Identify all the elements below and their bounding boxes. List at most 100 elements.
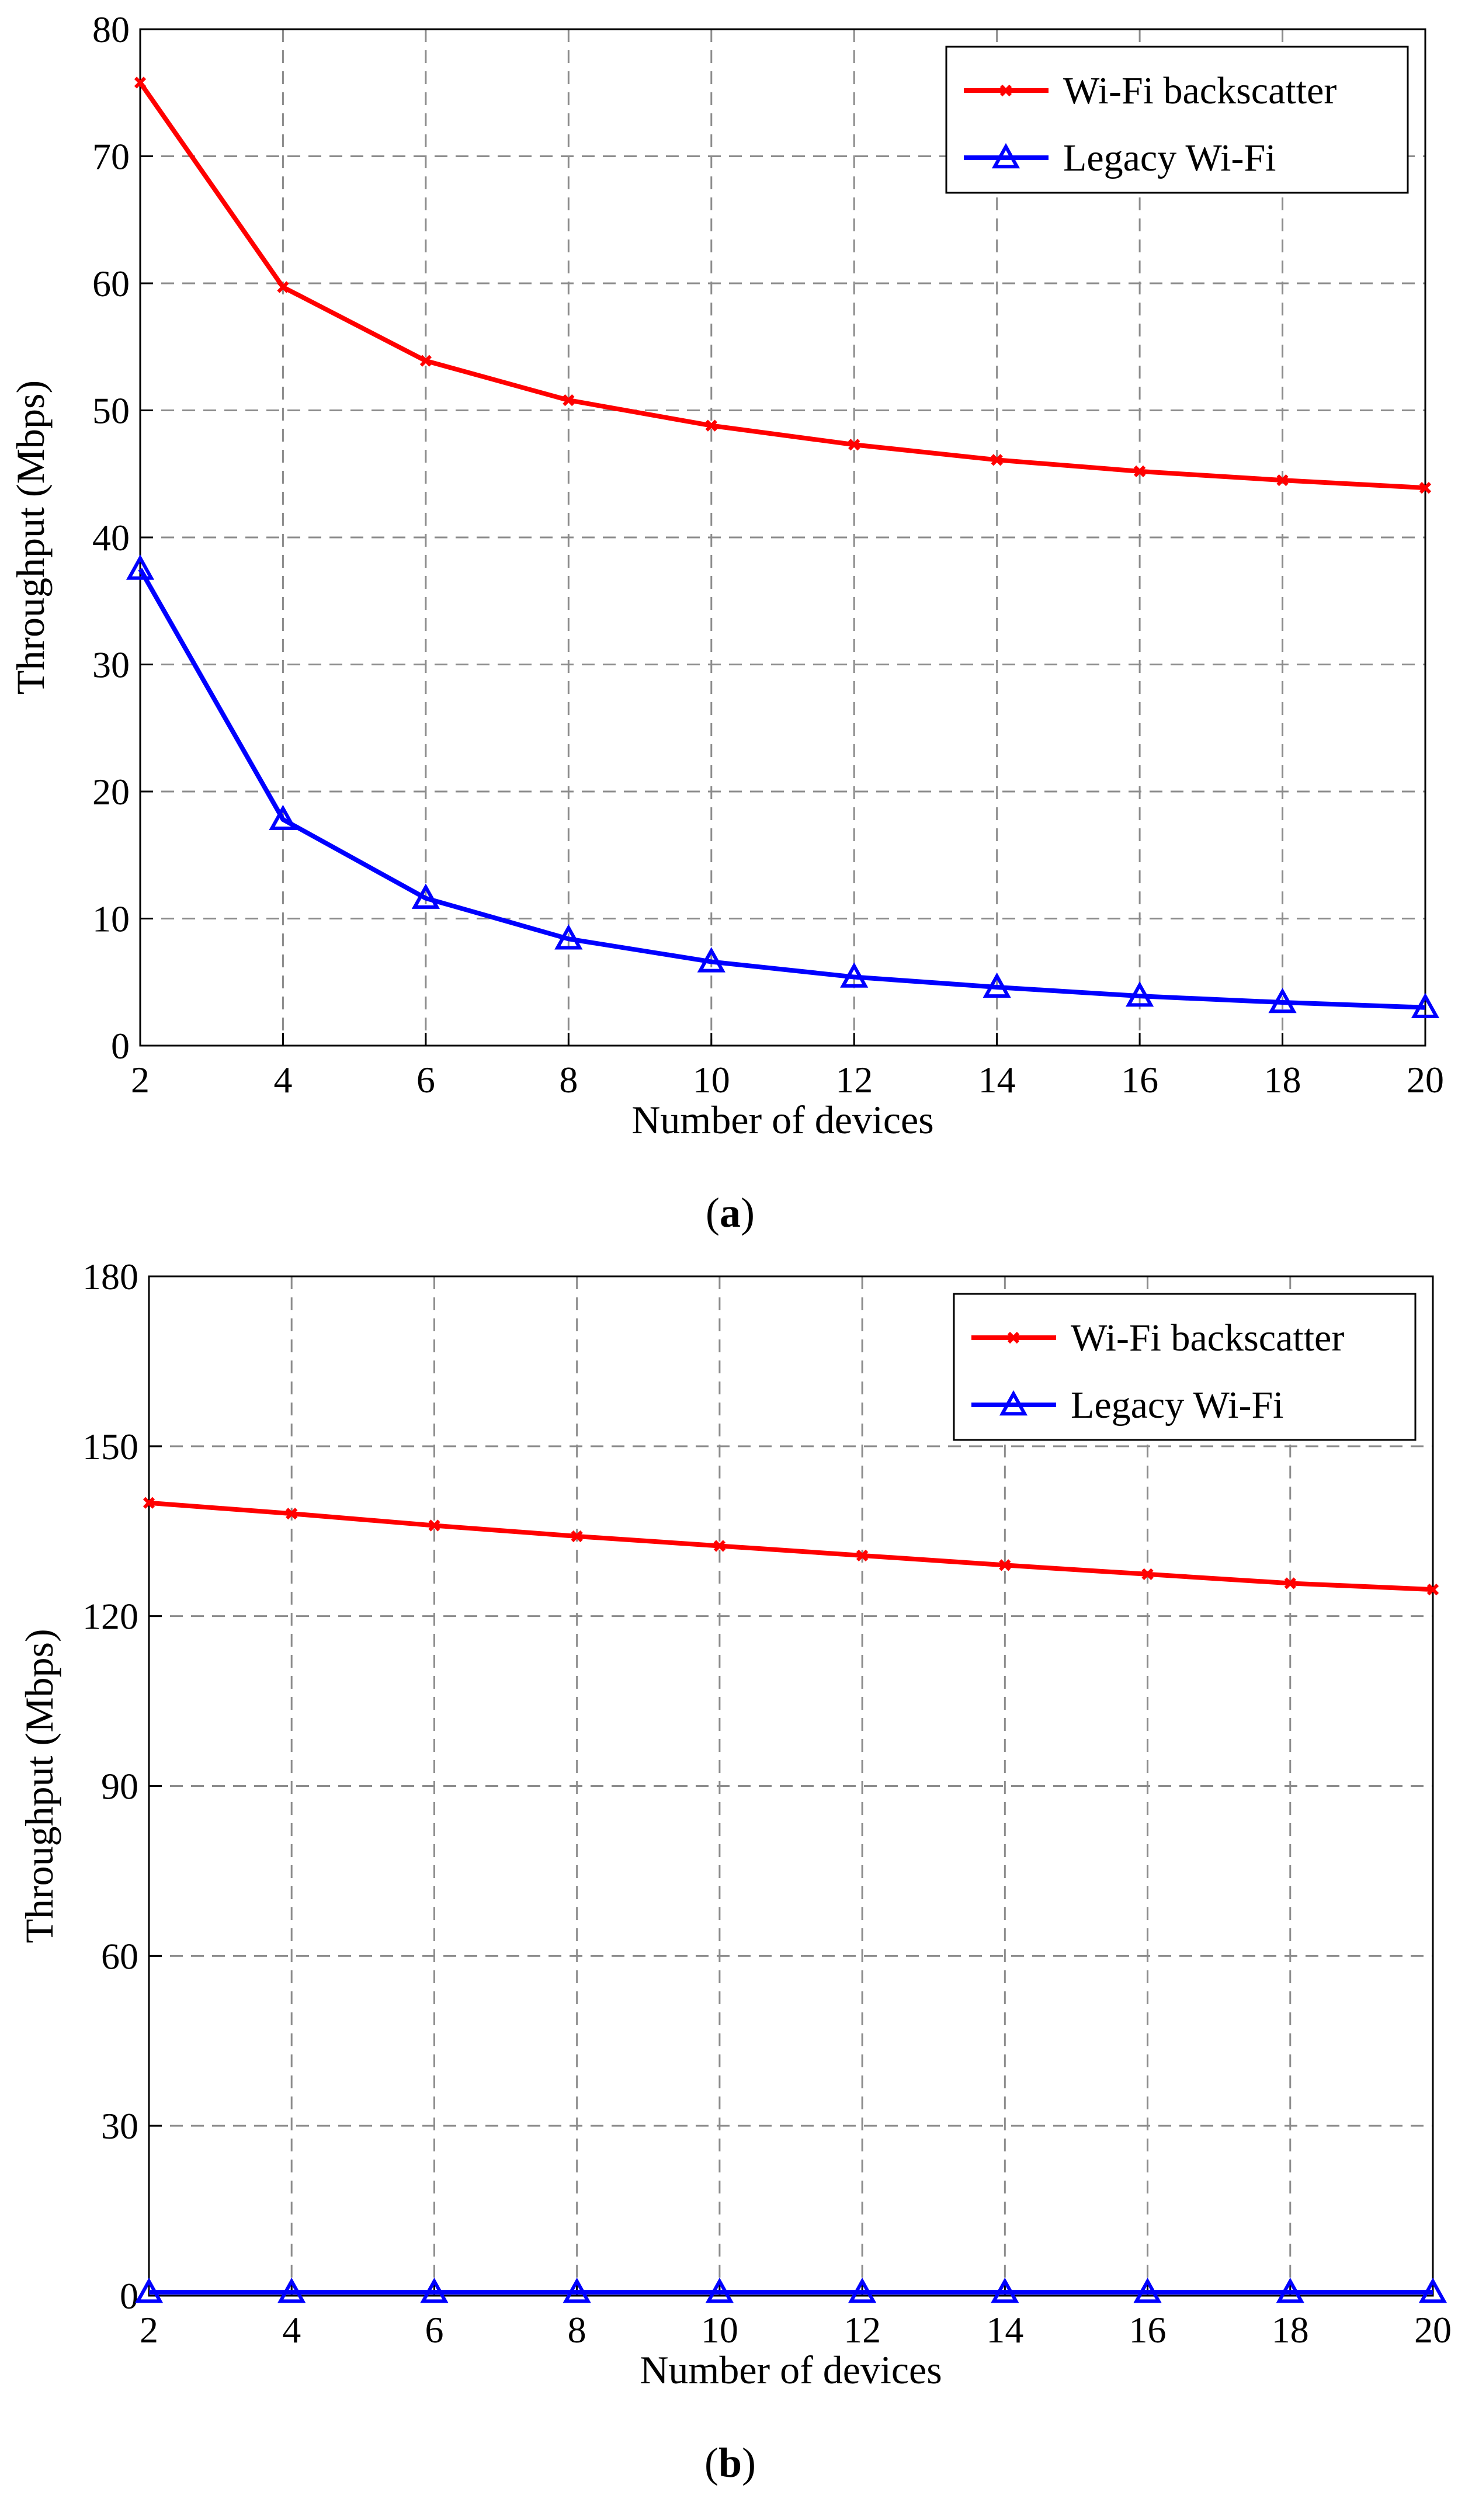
grid [149, 1276, 1433, 2296]
data-point [277, 2278, 306, 2303]
data-point [991, 454, 1003, 466]
y-tick-label: 90 [101, 1766, 138, 1807]
data-point [411, 883, 440, 909]
legend-box [945, 46, 1409, 194]
y-tick-label: 60 [101, 1935, 138, 1977]
data-point [705, 2278, 734, 2303]
x-tick-label: 12 [843, 2309, 881, 2351]
panel-b: 2 4 6 8 10 12 14 16 18 20 0 30 60 90 120 150 180 Number o… [17, 1256, 1452, 2486]
data-point [705, 419, 717, 432]
panel-caption: (b) [704, 2439, 756, 2486]
legend-box [953, 1293, 1417, 1441]
data-point [143, 1497, 155, 1509]
series-legacy-wifi [134, 2278, 1447, 2303]
caption-paren: ) [742, 2439, 756, 2486]
series-wifi-backscatter [143, 1497, 1439, 1596]
data-point [848, 439, 860, 451]
legend-marker [991, 143, 1020, 169]
y-tick-label: 180 [82, 1256, 138, 1297]
x-tick-label: 20 [1407, 1059, 1444, 1101]
x-tick-label: 2 [140, 2309, 158, 2351]
series-line [148, 1500, 1433, 1592]
x-tick-label: 18 [1264, 1059, 1301, 1101]
data-point [563, 394, 575, 407]
data-point [1411, 992, 1440, 1018]
series-wifi-backscatter [134, 77, 1432, 494]
legend-marker [999, 84, 1012, 97]
y-tick-label: 120 [82, 1596, 138, 1637]
caption-letter: a [720, 1189, 741, 1236]
data-point [1268, 987, 1297, 1013]
panel-a: 2 4 6 8 10 12 14 16 18 20 0 10 20 30 40 50 60 70 80 Number … [8, 9, 1444, 1236]
x-tick-label: 2 [131, 1059, 150, 1101]
y-tick-label: 30 [101, 2105, 138, 2147]
x-tick-label: 4 [282, 2309, 301, 2351]
x-tick-label: 14 [978, 1059, 1016, 1101]
y-tick-label: 40 [92, 517, 130, 558]
x-tick-label: 4 [273, 1059, 292, 1101]
data-point [713, 1540, 726, 1552]
data-point [1426, 1583, 1439, 1596]
data-point [419, 355, 432, 367]
legend: Wi-Fi backscatter Legacy Wi-Fi [945, 46, 1409, 194]
data-point [1276, 2278, 1304, 2303]
x-tick-label: 10 [693, 1059, 730, 1101]
data-point [1418, 2278, 1447, 2303]
data-point [134, 77, 147, 89]
data-point [269, 804, 297, 831]
data-point [126, 554, 155, 580]
data-point [856, 1549, 869, 1562]
x-tick-label: 18 [1272, 2309, 1309, 2351]
y-tick-label: 0 [111, 1025, 130, 1067]
data-point [286, 1508, 298, 1520]
caption-letter: b [718, 2439, 742, 2486]
data-point [697, 947, 725, 973]
legend-marker [999, 1390, 1028, 1416]
data-point [571, 1530, 583, 1543]
y-axis-label: Throughput (Mbps) [8, 380, 53, 695]
y-tick-label: 70 [92, 136, 130, 178]
data-point [1284, 1577, 1296, 1589]
y-tick-label: 50 [92, 390, 130, 432]
y-tick-label: 60 [92, 263, 130, 304]
data-point [1419, 482, 1432, 494]
y-tick-label: 150 [82, 1426, 138, 1467]
x-tick-label: 10 [701, 2309, 738, 2351]
caption-paren: ) [741, 1189, 755, 1236]
grid [140, 29, 1425, 1046]
data-point [554, 924, 583, 950]
data-point [999, 1559, 1011, 1571]
caption-paren: ( [704, 2439, 718, 2486]
data-point [1133, 2278, 1162, 2303]
data-point [983, 972, 1011, 998]
legend-marker [1007, 1331, 1020, 1344]
x-tick-label: 20 [1414, 2309, 1452, 2351]
x-tick-label: 6 [425, 2309, 443, 2351]
data-point [428, 1519, 440, 1532]
data-point [840, 962, 869, 988]
caption-paren: ( [706, 1189, 720, 1236]
data-point [1141, 1568, 1154, 1581]
y-tick-label: 30 [92, 644, 130, 686]
series-legacy-wifi [126, 554, 1440, 1018]
series-line [138, 568, 1426, 1010]
x-tick-label: 8 [568, 2309, 586, 2351]
y-tick-label: 20 [92, 771, 130, 813]
data-point [1276, 474, 1289, 487]
data-point [563, 2278, 591, 2303]
data-point [277, 281, 289, 293]
data-point [848, 2278, 877, 2303]
data-point [1133, 465, 1146, 478]
panel-caption: (a) [706, 1189, 755, 1236]
x-tick-label: 16 [1121, 1059, 1158, 1101]
x-tick-label: 6 [416, 1059, 435, 1101]
data-point [420, 2278, 449, 2303]
x-tick-label: 8 [559, 1059, 578, 1101]
y-axis-label: Throughput (Mbps) [17, 1629, 61, 1943]
x-tick-label: 14 [986, 2309, 1023, 2351]
x-tick-label: 16 [1129, 2309, 1167, 2351]
x-axis-label: Number of devices [631, 1098, 933, 1142]
y-tick-label: 10 [92, 898, 130, 940]
x-tick-label: 12 [835, 1059, 873, 1101]
